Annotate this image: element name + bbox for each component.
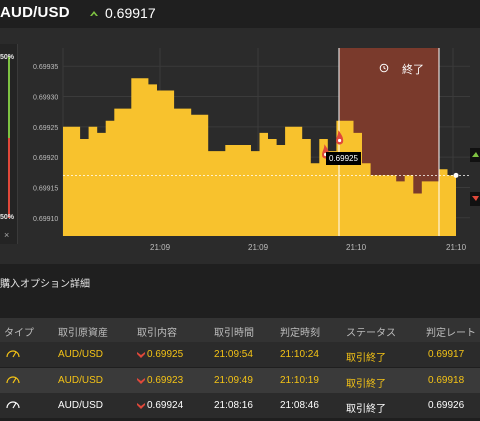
gauge-icon xyxy=(6,350,20,358)
side-high-button[interactable] xyxy=(470,148,480,162)
y-tick-label: 0.69910 xyxy=(33,216,58,223)
col-header-asset: 取引原資産 xyxy=(58,328,108,339)
col-header-judge-time: 判定時刻 xyxy=(280,328,320,339)
price-chart: 0.69935 0.69930 0.69925 0.69920 0.69915 0.699… xyxy=(33,48,470,252)
cell-content: 0.69925 xyxy=(147,349,184,360)
sentiment-gauge xyxy=(0,44,18,244)
col-header-type: タイプ xyxy=(4,328,34,339)
cell-asset: AUD/USD xyxy=(58,375,104,386)
y-axis: 0.69935 0.69930 0.69925 0.69920 0.69915 0.699… xyxy=(33,64,58,223)
current-rate: 0.69917 xyxy=(105,5,156,21)
y-tick-label: 0.69930 xyxy=(33,95,58,102)
cell-judge-time: 21:08:46 xyxy=(280,400,319,411)
cell-time: 21:09:54 xyxy=(214,349,253,360)
cell-judge-time: 21:10:19 xyxy=(280,375,319,386)
down-arrow-icon xyxy=(137,378,145,384)
table-header xyxy=(0,318,480,342)
cell-asset: AUD/USD xyxy=(58,349,104,360)
table-row[interactable]: AUD/USD 0.69923 21:09:49 21:10:19 取引終了 0… xyxy=(0,368,480,393)
cell-status: 取引終了 xyxy=(346,353,386,364)
gauge-icon xyxy=(6,401,20,409)
top-bar xyxy=(0,0,480,28)
down-arrow-icon xyxy=(137,352,145,358)
col-header-time: 取引時間 xyxy=(214,328,254,339)
details-section xyxy=(0,264,480,296)
cell-status: 取引終了 xyxy=(346,379,386,390)
side-low-button[interactable] xyxy=(470,192,480,206)
col-header-judge-rate: 判定レート xyxy=(426,328,476,339)
y-tick-label: 0.69915 xyxy=(33,185,58,192)
down-arrow-icon xyxy=(137,403,145,409)
y-tick-label: 0.69920 xyxy=(33,155,58,162)
details-title: 購入オプション詳細 xyxy=(0,279,90,290)
up-arrow-icon xyxy=(472,152,479,157)
table-row[interactable]: AUD/USD 0.69924 21:08:16 21:08:46 取引終了 0… xyxy=(0,393,480,418)
x-tick-label: 21:10 xyxy=(346,243,367,252)
gauge-down-bar xyxy=(8,138,10,218)
entry-rate-tooltip: 0.69925 xyxy=(326,152,361,165)
y-tick-label: 0.69925 xyxy=(33,125,58,132)
x-axis: 21:09 21:09 21:10 21:10 xyxy=(150,243,467,252)
y-tick-label: 0.69935 xyxy=(33,64,58,71)
cell-content: 0.69924 xyxy=(147,400,184,411)
col-header-status: ステータス xyxy=(346,328,396,339)
gauge-close-button[interactable]: × xyxy=(4,230,10,240)
cell-time: 21:08:16 xyxy=(214,400,253,411)
currency-pair: AUD/USD xyxy=(0,4,70,21)
clock-icon xyxy=(379,63,389,73)
current-rate-dot xyxy=(453,172,459,178)
price-area xyxy=(63,78,456,236)
col-header-content: 取引内容 xyxy=(137,328,177,339)
cell-asset: AUD/USD xyxy=(58,400,104,411)
gauge-top-percent: 50% xyxy=(0,54,15,61)
gauge-icon xyxy=(6,376,20,384)
x-tick-label: 21:09 xyxy=(150,243,171,252)
x-tick-label: 21:10 xyxy=(446,243,467,252)
cell-time: 21:09:49 xyxy=(214,375,253,386)
x-tick-label: 21:09 xyxy=(248,243,269,252)
cell-judge-time: 21:10:24 xyxy=(280,349,319,360)
cell-judge-rate: 0.69918 xyxy=(428,375,465,386)
expiry-end-label: 終了 xyxy=(402,64,424,76)
cell-judge-rate: 0.69917 xyxy=(428,349,465,360)
table-row[interactable]: AUD/USD 0.69925 21:09:54 21:10:24 取引終了 0… xyxy=(0,342,480,367)
gauge-bottom-percent: 50% xyxy=(0,214,15,221)
cell-status: 取引終了 xyxy=(346,404,386,415)
cell-content: 0.69923 xyxy=(147,375,184,386)
cell-judge-rate: 0.69926 xyxy=(428,400,465,411)
trade-marker-down xyxy=(336,130,344,145)
gauge-up-bar xyxy=(8,56,10,138)
up-arrow-icon xyxy=(90,11,98,16)
down-arrow-icon xyxy=(472,196,479,201)
